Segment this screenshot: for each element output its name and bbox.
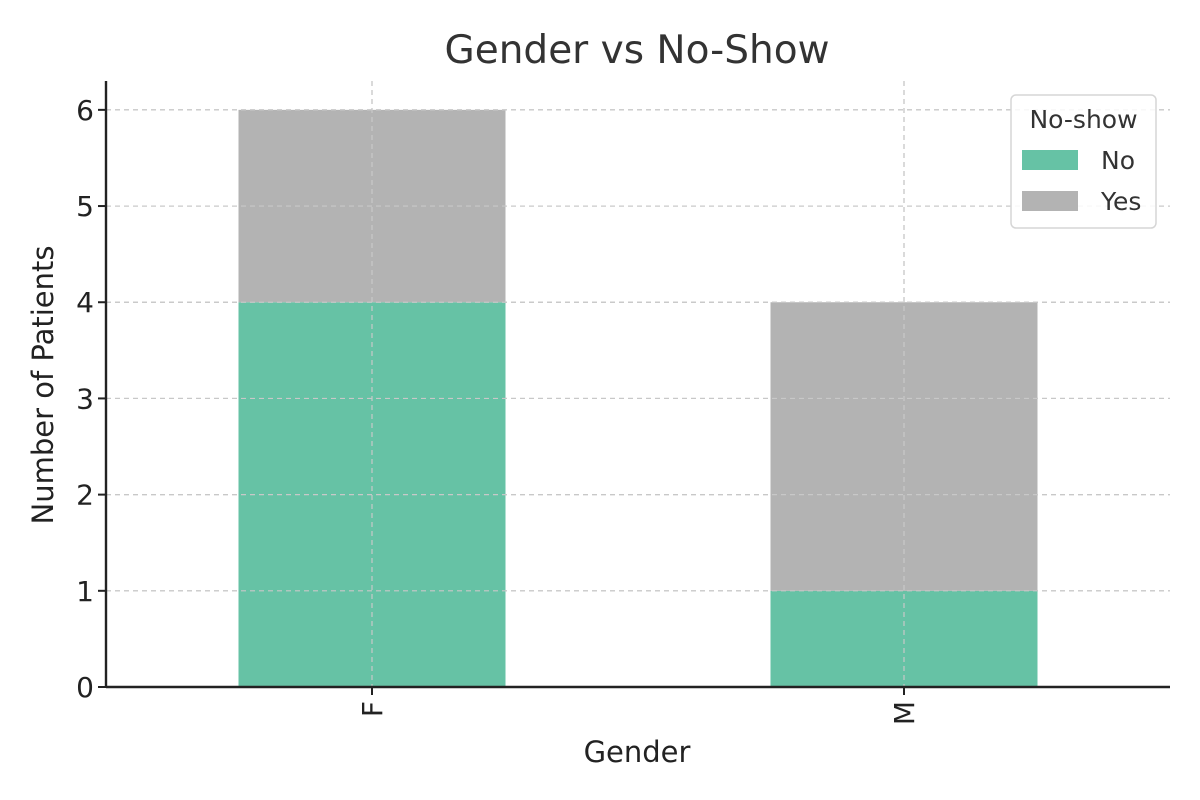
bars bbox=[106, 81, 1170, 687]
x-tick-label: M bbox=[888, 701, 921, 725]
legend-label-yes: Yes bbox=[1100, 187, 1141, 216]
legend: No-show No Yes bbox=[1010, 94, 1157, 229]
legend-swatch-no bbox=[1022, 150, 1078, 170]
x-tick-label: F bbox=[356, 701, 389, 717]
axes bbox=[98, 81, 1170, 695]
y-tick-label: 1 bbox=[76, 575, 94, 608]
legend-title: No-show bbox=[1029, 105, 1137, 134]
y-axis-label: Number of Patients bbox=[26, 246, 60, 525]
chart-title: Gender vs No-Show bbox=[445, 28, 830, 73]
y-tick-label: 4 bbox=[76, 286, 94, 319]
y-tick-label: 5 bbox=[76, 190, 94, 223]
x-axis-label: Gender bbox=[584, 735, 691, 769]
legend-swatch-yes bbox=[1022, 191, 1078, 211]
tick-labels: 0 1 2 3 4 5 6 F M bbox=[76, 94, 921, 725]
y-tick-label: 0 bbox=[76, 671, 94, 704]
y-tick-label: 3 bbox=[76, 382, 94, 415]
y-tick-label: 6 bbox=[76, 94, 94, 127]
y-tick-label: 2 bbox=[76, 479, 94, 512]
legend-label-no: No bbox=[1101, 146, 1135, 175]
